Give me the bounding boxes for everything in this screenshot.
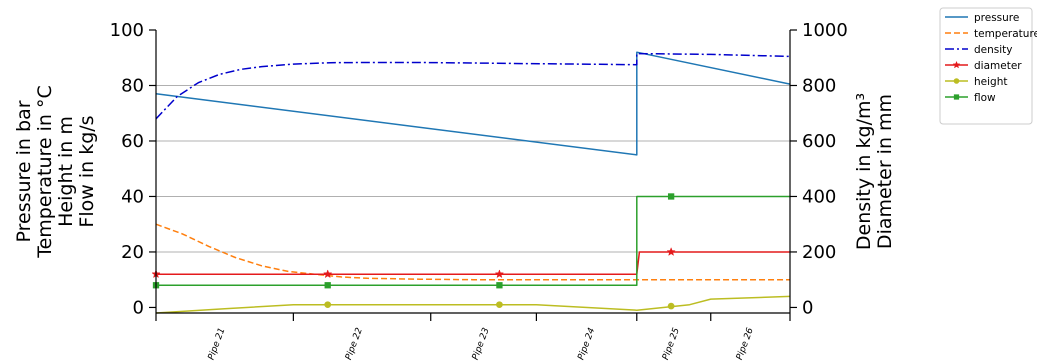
left-tick-label: 0 (133, 297, 144, 318)
marker-height (667, 302, 675, 310)
pipe-label: Pipe 22 (344, 326, 365, 361)
series-line-height (155, 295, 791, 314)
right-tick-label: 200 (802, 242, 836, 263)
right-axis-label: Density in kg/m³ Diameter in mm (853, 93, 896, 250)
marker-height (496, 301, 503, 309)
legend-box (939, 7, 1033, 125)
left-axis-label: Pressure in bar Temperature in °C Height i… (13, 85, 98, 259)
right-tick-label: 800 (802, 75, 836, 96)
left-tick-label: 60 (121, 131, 144, 152)
right-axis-label-line: Diameter in mm (874, 94, 896, 249)
marker-flow (496, 282, 503, 289)
left-tick-label: 100 (110, 20, 144, 41)
left-tick-label: 20 (121, 242, 144, 263)
left-axis-label-line: Temperature in °C (34, 85, 56, 259)
right-axis-label-line: Density in kg/m³ (853, 93, 875, 250)
left-tick-label: 40 (121, 186, 144, 207)
legend-label-flow: flow (974, 92, 996, 104)
marker-diameter (494, 269, 505, 279)
right-tick-label: 400 (802, 186, 836, 207)
pipe-label: Pipe 24 (576, 326, 597, 361)
series-markers (151, 193, 676, 310)
left-tick-label: 80 (121, 75, 144, 96)
pipe-label: Pipe 21 (207, 327, 228, 362)
series-line-density (155, 52, 791, 120)
series-line-pressure (155, 51, 791, 156)
legend-label-temperature: temperature (974, 28, 1037, 40)
legend: pressure temperature density diameter height… (939, 7, 1037, 125)
series-line-diameter (156, 251, 790, 275)
right-tick-label: 0 (802, 297, 813, 318)
legend-label-density: density (974, 44, 1013, 56)
marker-diameter (666, 247, 676, 256)
pipe-label: Pipe 23 (471, 326, 492, 361)
left-axis-label-line: Flow in kg/s (76, 115, 98, 227)
series-line-flow (156, 195, 790, 287)
marker-flow (324, 282, 331, 289)
left-axis-label-line: Height in m (55, 116, 77, 227)
series-lines (155, 51, 791, 314)
legend-label-diameter: diameter (974, 60, 1022, 72)
legend-marker-height (953, 78, 960, 84)
right-tick-label: 1000 (802, 20, 848, 41)
pipe-label: Pipe 26 (735, 326, 756, 361)
gridlines (156, 84, 790, 253)
pipe-label: Pipe 25 (661, 326, 682, 361)
marker-diameter (323, 269, 333, 279)
marker-height (324, 301, 332, 309)
legend-marker-flow (953, 94, 960, 100)
marker-flow (667, 193, 675, 200)
legend-marker-diameter (952, 60, 961, 69)
legend-label-pressure: pressure (974, 12, 1019, 24)
left-axis-label-line: Pressure in bar (13, 100, 35, 242)
right-tick-label: 600 (802, 131, 836, 152)
legend-label-height: height (974, 76, 1007, 88)
